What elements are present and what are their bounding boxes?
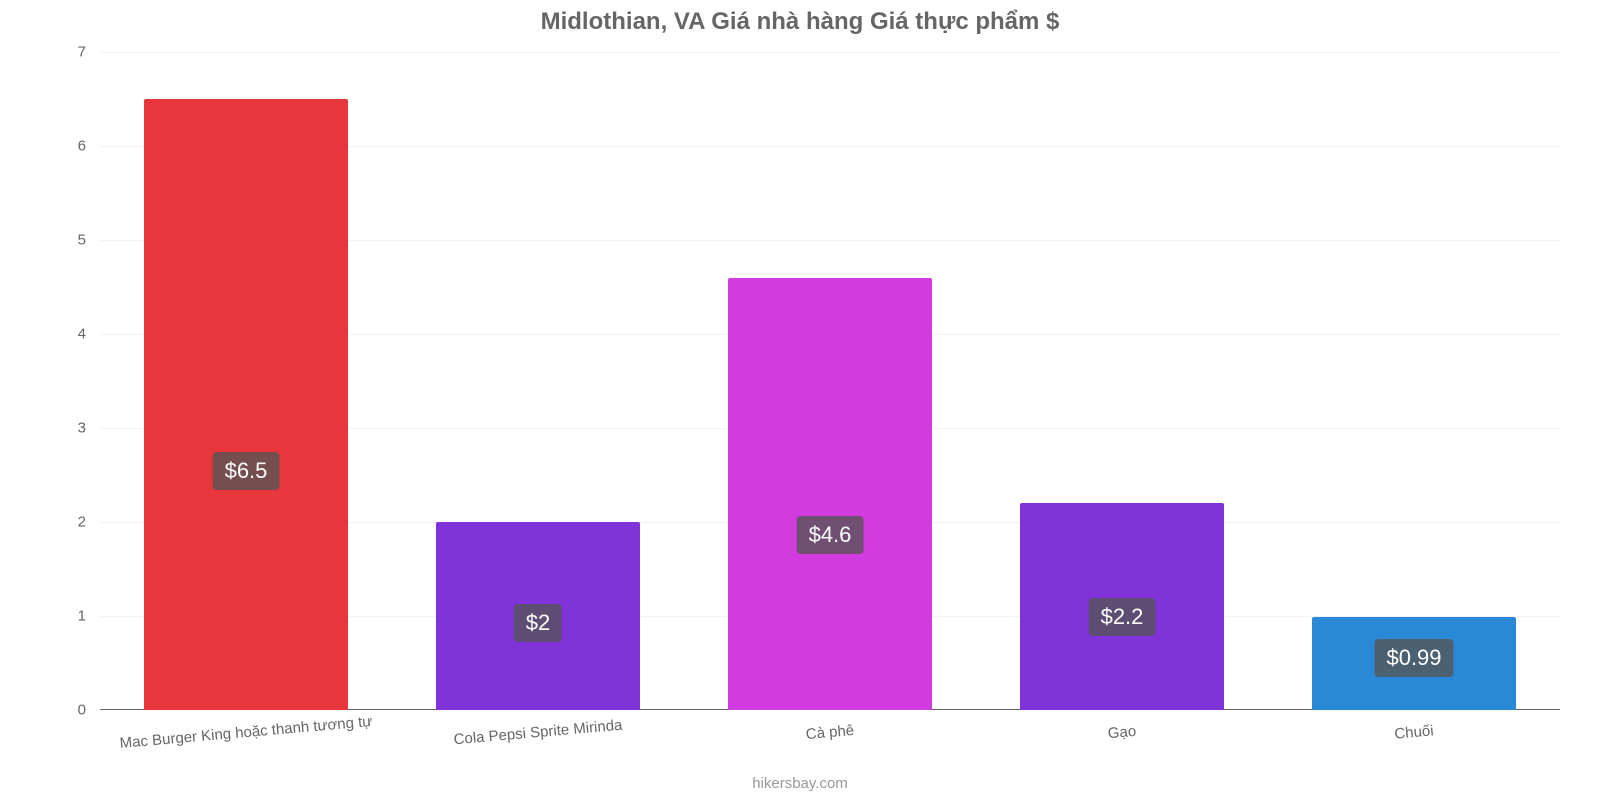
y-tick-label: 4 <box>26 326 86 343</box>
chart-title: Midlothian, VA Giá nhà hàng Giá thực phẩ… <box>0 8 1600 36</box>
gridline <box>100 52 1560 53</box>
y-tick-label: 0 <box>26 702 86 719</box>
x-category-label: Cà phê <box>805 722 855 743</box>
y-tick-label: 2 <box>26 514 86 531</box>
y-tick-label: 7 <box>26 44 86 61</box>
value-badge: $2.2 <box>1089 598 1156 636</box>
x-category-label: Mac Burger King hoặc thanh tương tự <box>119 713 373 752</box>
value-badge: $6.5 <box>213 452 280 490</box>
x-category-label: Gạo <box>1107 723 1137 742</box>
y-tick-label: 3 <box>26 420 86 437</box>
y-tick-label: 6 <box>26 138 86 155</box>
x-category-label: Chuối <box>1394 722 1435 742</box>
value-badge: $0.99 <box>1374 639 1453 677</box>
chart-container: Midlothian, VA Giá nhà hàng Giá thực phẩ… <box>0 0 1600 800</box>
value-badge: $4.6 <box>797 516 864 554</box>
bar <box>728 278 932 710</box>
value-badge: $2 <box>514 604 562 642</box>
y-tick-label: 5 <box>26 232 86 249</box>
bar <box>144 99 348 710</box>
credit-text: hikersbay.com <box>0 775 1600 792</box>
x-category-label: Cola Pepsi Sprite Mirinda <box>453 717 623 749</box>
plot-area: 01234567Mac Burger King hoặc thanh tương… <box>100 52 1560 710</box>
y-tick-label: 1 <box>26 608 86 625</box>
